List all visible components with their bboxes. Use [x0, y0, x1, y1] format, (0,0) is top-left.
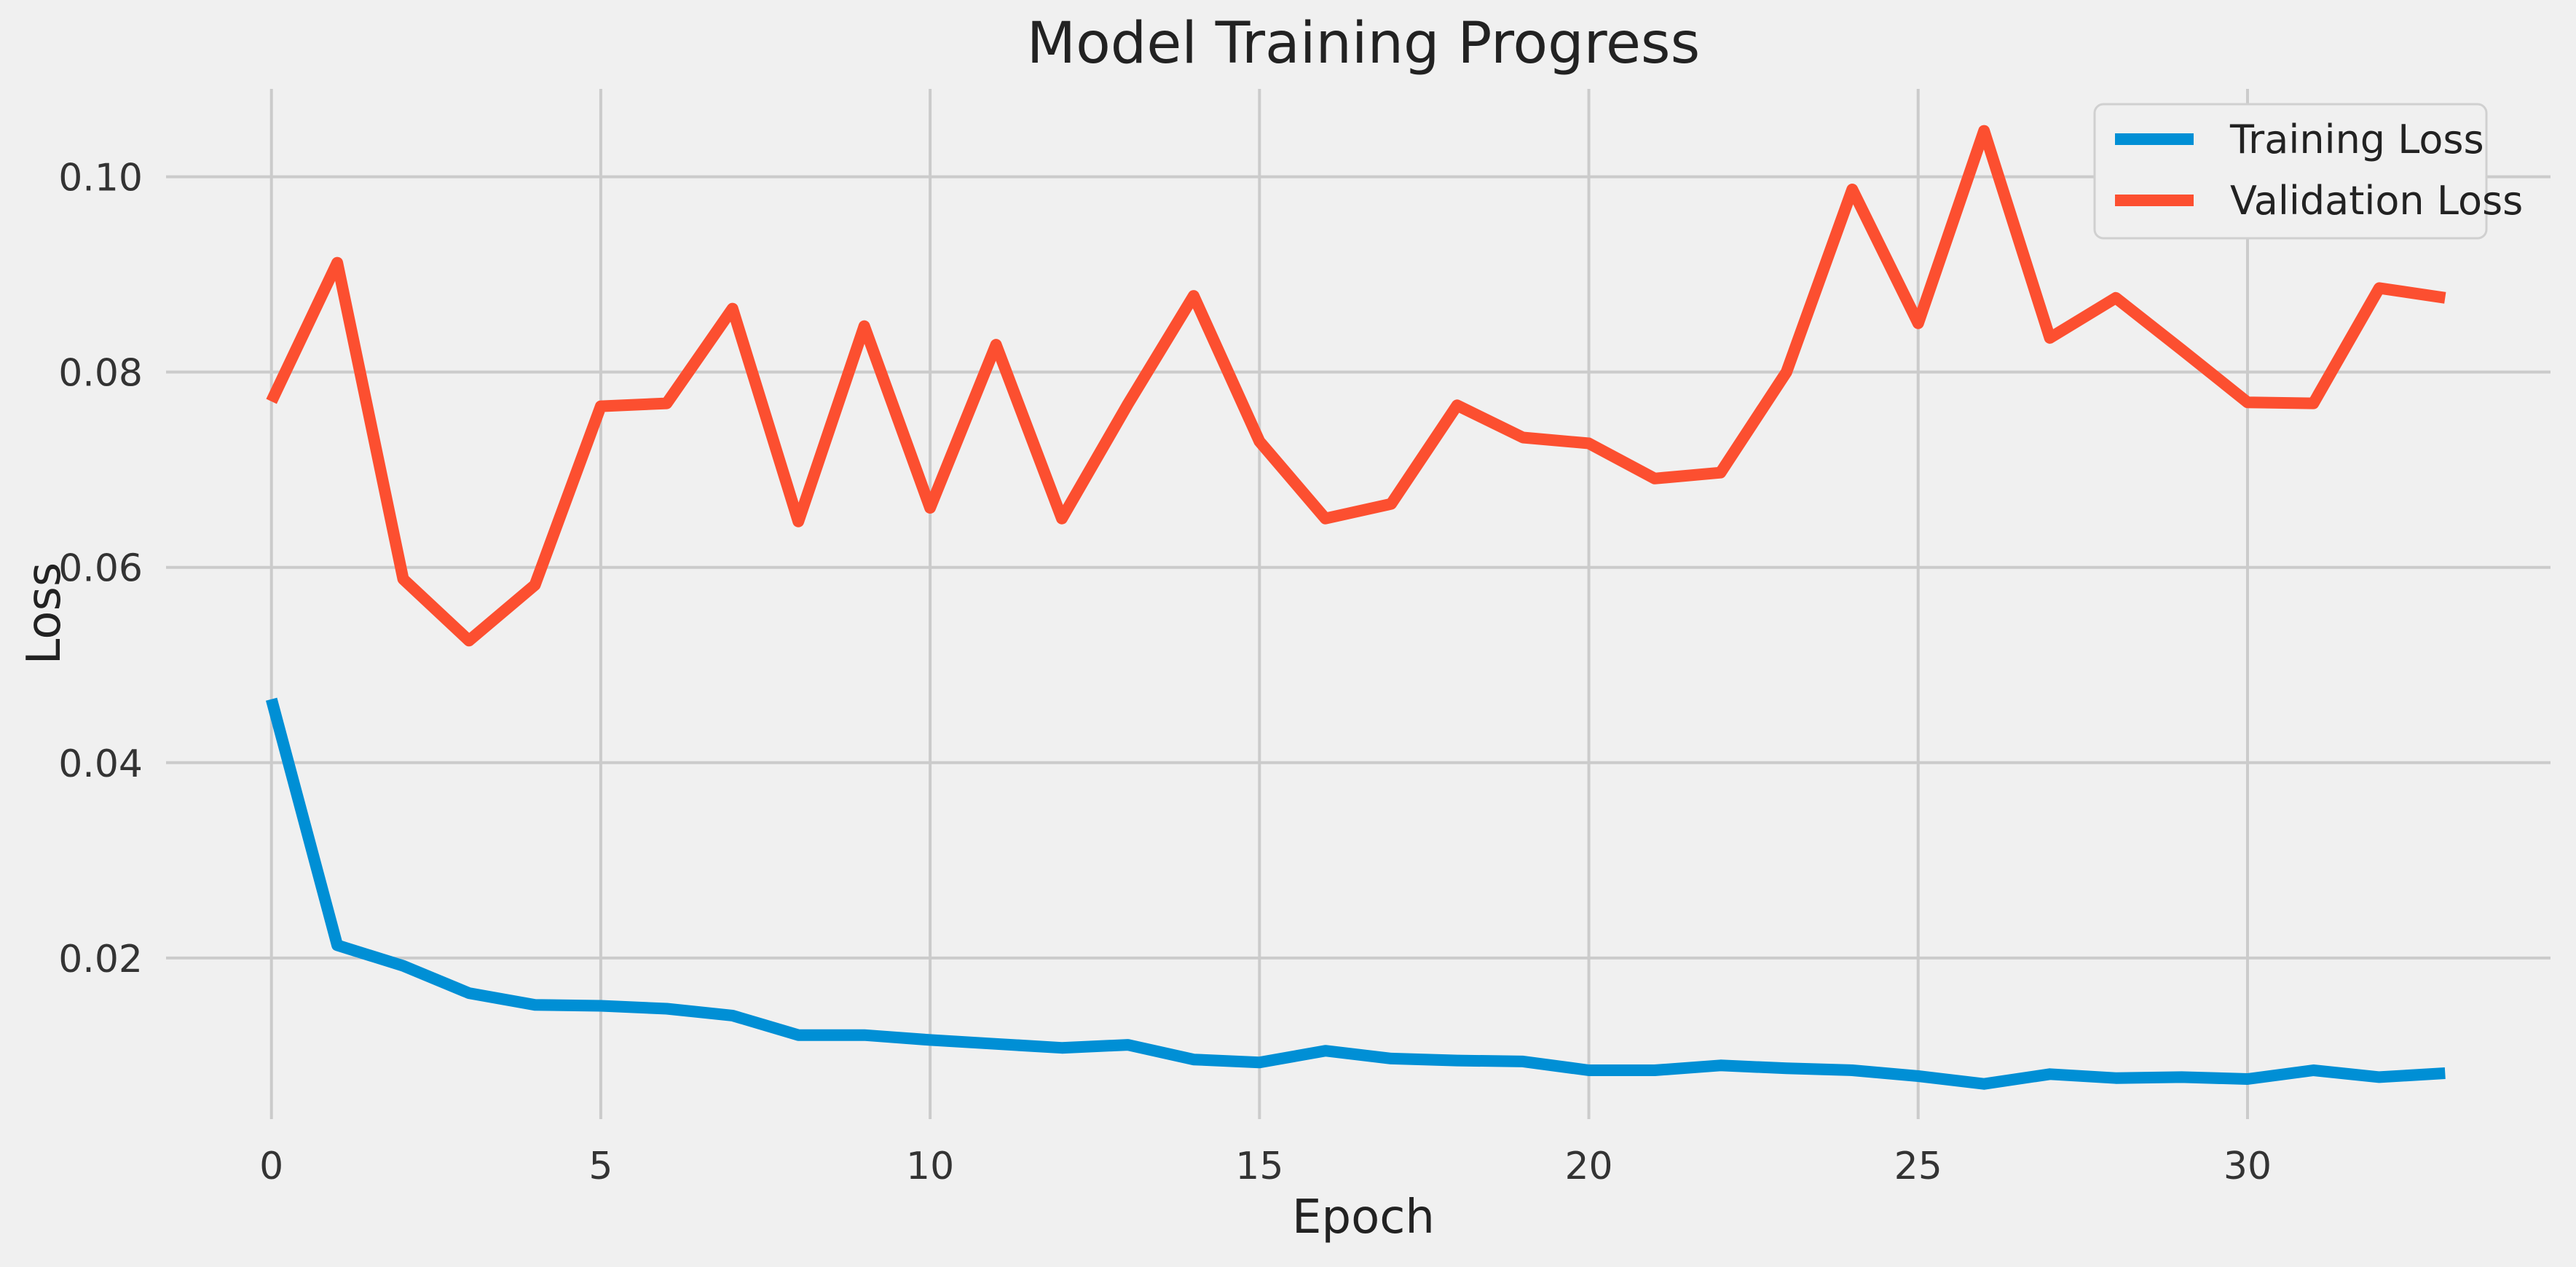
y-tick-label: 0.08	[58, 352, 143, 396]
x-tick-label: 20	[1564, 1145, 1612, 1188]
x-tick-label: 0	[259, 1145, 283, 1188]
x-axis-label: Epoch	[1292, 1190, 1435, 1244]
chart-title: Model Training Progress	[1027, 11, 1700, 77]
x-tick-label: 30	[2224, 1145, 2272, 1188]
series-line-training-loss	[265, 697, 2446, 1090]
y-tick-label: 0.10	[58, 157, 143, 200]
x-tick-label: 5	[588, 1145, 613, 1188]
series-lines	[265, 125, 2446, 1090]
y-tick-label: 0.06	[58, 547, 143, 591]
x-tick-label: 25	[1894, 1145, 1942, 1188]
y-axis-label: Loss	[17, 562, 71, 664]
series-line-validation-loss	[266, 125, 2446, 647]
legend: Training Loss Validation Loss	[2093, 103, 2523, 240]
legend-label-training-loss: Training Loss	[2229, 117, 2484, 162]
tick-labels: 0 5 10 15 20 25 30 0.02 0.04 0.06 0.08 0.10	[58, 157, 2272, 1188]
x-tick-label: 15	[1235, 1145, 1283, 1188]
legend-label-validation-loss: Validation Loss	[2230, 178, 2523, 224]
y-tick-label: 0.02	[58, 938, 143, 981]
grid	[166, 89, 2551, 1119]
x-tick-label: 10	[906, 1145, 954, 1188]
y-tick-label: 0.04	[58, 742, 143, 786]
